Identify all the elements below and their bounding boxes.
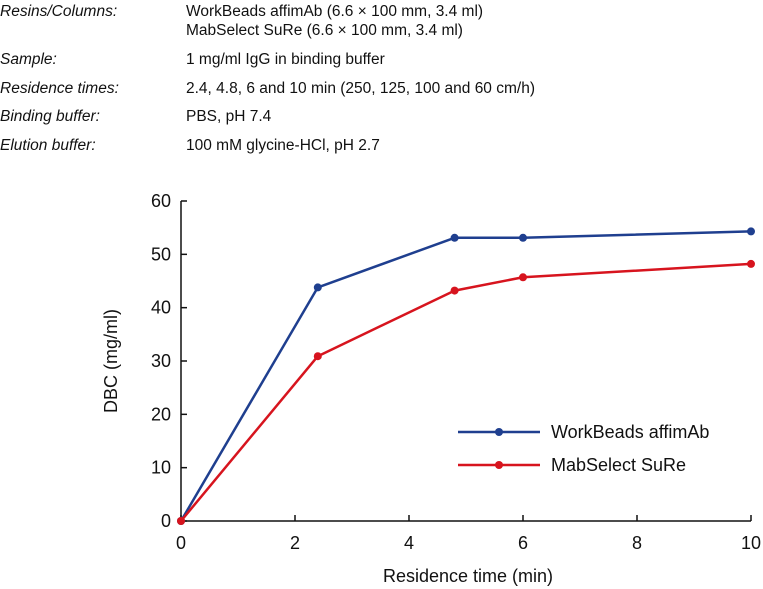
chart-axes: 0 2 4 6 8 10 0 10 20 30 40 50 60 bbox=[151, 191, 761, 553]
y-tick-label: 60 bbox=[151, 191, 171, 211]
data-point bbox=[313, 283, 322, 292]
condition-value: 2.4, 4.8, 6 and 10 min (250, 125, 100 an… bbox=[186, 80, 535, 97]
legend-label: WorkBeads affimAb bbox=[551, 422, 709, 442]
condition-label: Binding buffer: bbox=[0, 108, 100, 125]
y-tick-label: 50 bbox=[151, 244, 171, 264]
series-1 bbox=[177, 259, 755, 525]
series-line bbox=[179, 230, 752, 522]
legend-label: MabSelect SuRe bbox=[551, 455, 686, 475]
y-tick-label: 30 bbox=[151, 351, 171, 371]
y-tick-label: 40 bbox=[151, 298, 171, 318]
condition-label: Resins/Columns: bbox=[0, 3, 118, 20]
condition-value: MabSelect SuRe (6.6 × 100 mm, 3.4 ml) bbox=[186, 22, 463, 39]
data-point bbox=[450, 286, 459, 295]
data-point bbox=[747, 259, 755, 268]
condition-label: Elution buffer: bbox=[0, 137, 96, 154]
data-point bbox=[450, 233, 459, 242]
x-tick-label: 6 bbox=[518, 533, 528, 553]
condition-value: 1 mg/ml IgG in binding buffer bbox=[186, 51, 385, 68]
x-tick-label: 0 bbox=[176, 533, 186, 553]
x-axis-label: Residence time (min) bbox=[383, 566, 553, 586]
x-tick-label: 10 bbox=[741, 533, 761, 553]
y-axis-label: DBC (mg/ml) bbox=[101, 309, 121, 413]
x-tick-label: 8 bbox=[632, 533, 642, 553]
condition-value: WorkBeads affimAb (6.6 × 100 mm, 3.4 ml) bbox=[186, 3, 484, 20]
condition-value: 100 mM glycine-HCl, pH 2.7 bbox=[186, 137, 380, 154]
condition-label: Residence times: bbox=[0, 80, 119, 97]
chart-legend: WorkBeads affimAb MabSelect SuRe bbox=[458, 422, 709, 475]
legend-swatch-marker bbox=[495, 461, 503, 469]
condition-value: PBS, pH 7.4 bbox=[186, 108, 272, 125]
y-tick-label: 20 bbox=[151, 404, 171, 424]
data-point bbox=[519, 273, 527, 282]
condition-label: Sample: bbox=[0, 51, 57, 68]
data-point bbox=[177, 517, 185, 525]
y-tick-label: 10 bbox=[151, 458, 171, 478]
data-point bbox=[747, 227, 755, 236]
x-tick-label: 4 bbox=[404, 533, 414, 553]
legend-swatch-marker bbox=[495, 428, 503, 436]
data-point bbox=[519, 233, 527, 242]
y-tick-label: 0 bbox=[161, 511, 171, 531]
series-line bbox=[180, 262, 752, 522]
data-point bbox=[313, 352, 322, 361]
chart-series bbox=[177, 227, 755, 525]
series-0 bbox=[177, 227, 755, 525]
x-tick-label: 2 bbox=[290, 533, 300, 553]
